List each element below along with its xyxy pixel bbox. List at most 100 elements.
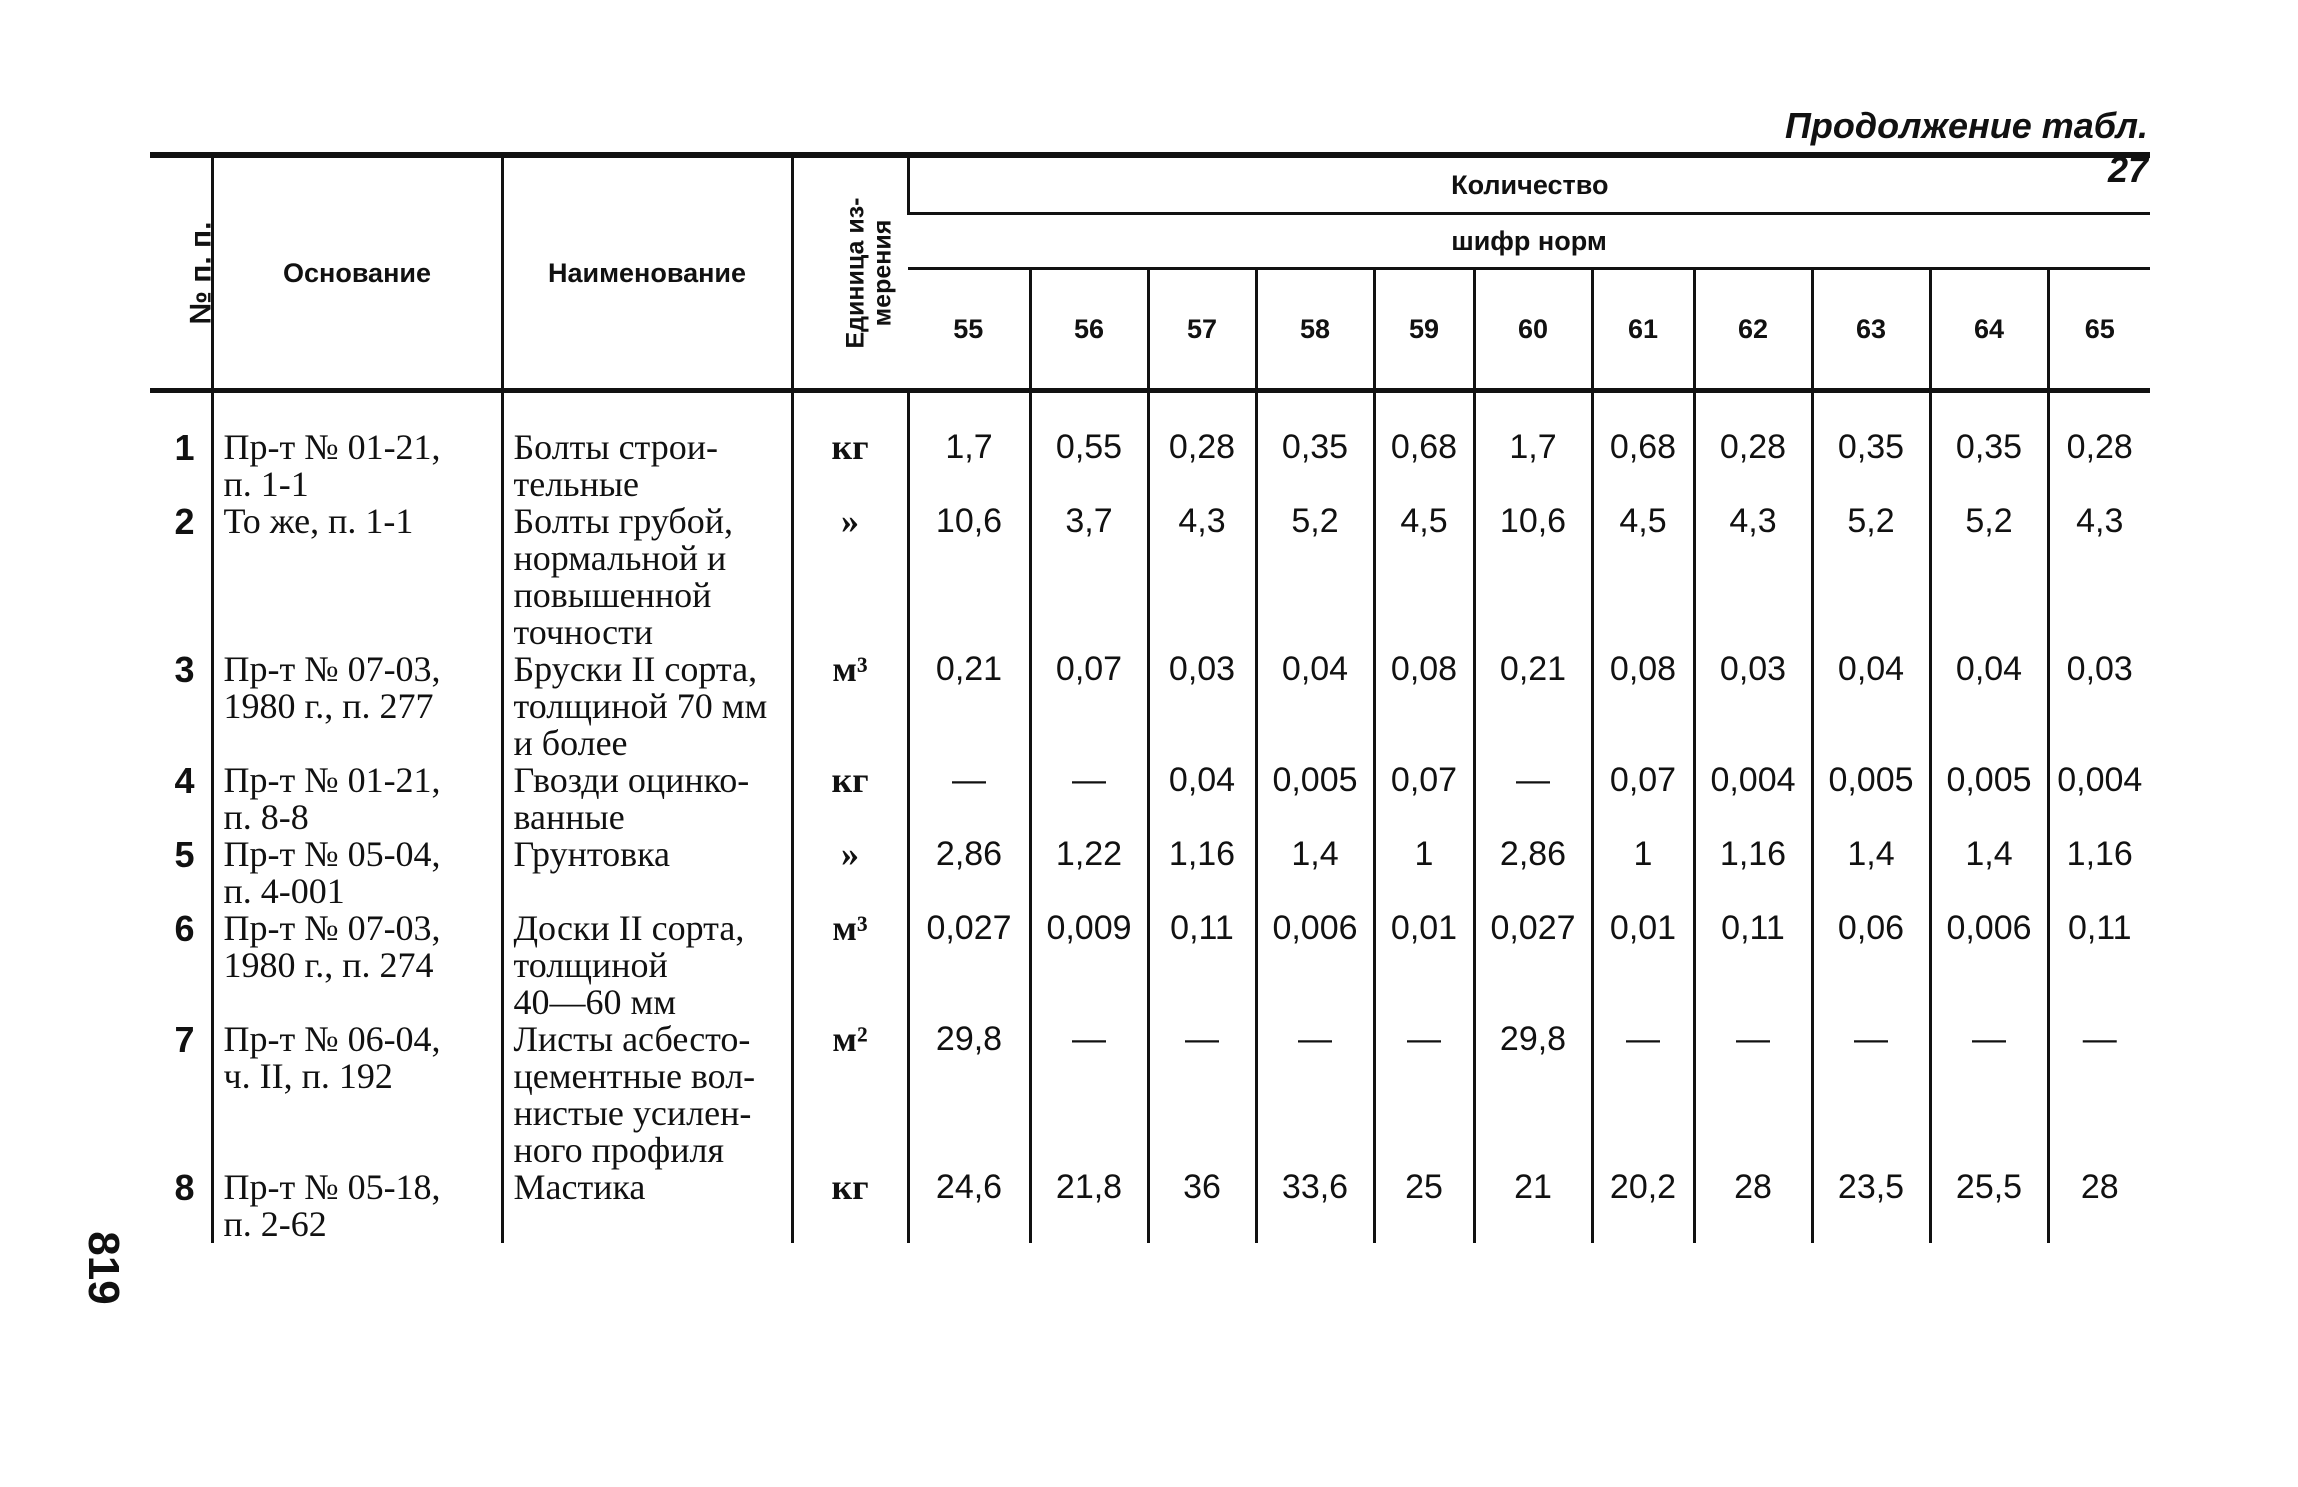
quantity-cell: — [1692, 1021, 1812, 1169]
quantity-cell: 0,009 [1028, 910, 1148, 1021]
table-row: 4 Пр-т № 01-21, п. 8-8 Гвозди оцинко- ванн… [150, 762, 2151, 836]
quantity-cell: 0,03 [1146, 651, 1256, 762]
basis-cell: Пр-т № 06-04, ч. II, п. 192 [210, 1021, 502, 1169]
quantity-cell: 0,07 [1590, 762, 1694, 836]
quantity-cell: — [906, 762, 1030, 836]
header-code: 55 [908, 268, 1030, 393]
quantity-cell: 0,005 [1810, 762, 1930, 836]
quantity-cell: 0,027 [906, 910, 1030, 1021]
name-cell: Болты грубой, нормальной и повышенной то… [500, 503, 792, 651]
header-basis-label: Основание [283, 257, 431, 288]
quantity-cell: 0,06 [1810, 910, 1930, 1021]
unit-cell: м³ [790, 651, 908, 762]
quantity-cell: 4,3 [1146, 503, 1256, 651]
quantity-cell: 1 [1372, 836, 1474, 910]
unit-cell: м² [790, 1021, 908, 1169]
quantity-cell: 24,6 [906, 1169, 1030, 1243]
header-code: 63 [1810, 268, 1930, 393]
unit-cell: кг [790, 390, 908, 503]
row-number-cell: 2 [174, 501, 195, 542]
quantity-cell: 25,5 [1928, 1169, 2048, 1243]
basis-cell: Пр-т № 01-21, п. 1-1 [210, 390, 502, 503]
header-unit-label: Единица из- мерения [841, 196, 897, 349]
quantity-cell: 0,006 [1928, 910, 2048, 1021]
quantity-cell: 0,005 [1928, 762, 2048, 836]
basis-cell: Пр-т № 07-03, 1980 г., п. 277 [210, 651, 502, 762]
quantity-cell: 0,03 [1692, 651, 1812, 762]
row-number-cell: 1 [174, 427, 195, 468]
quantity-cell: 0,04 [1928, 651, 2048, 762]
name-cell: Гвозди оцинко- ванные [500, 762, 792, 836]
quantity-cell: 0,35 [1254, 390, 1374, 503]
table-row: 5 Пр-т № 05-04, п. 4-001 Грунтовка» 2,86 1,2… [150, 834, 2151, 910]
quantity-cell: 0,01 [1372, 910, 1474, 1021]
quantity-cell: — [1254, 1021, 1374, 1169]
name-cell: Мастика [500, 1169, 792, 1243]
name-cell: Бруски II сорта, толщиной 70 мм и более [500, 651, 792, 762]
table-row: 2 То же, п. 1-1 Болты грубой, нормальной и… [150, 501, 2151, 651]
basis-cell: Пр-т № 07-03, 1980 г., п. 274 [210, 910, 502, 1021]
quantity-cell: 28 [1692, 1169, 1812, 1243]
quantity-cell: 1,4 [1928, 836, 2048, 910]
quantity-cell: 21,8 [1028, 1169, 1148, 1243]
quantity-cell: 0,35 [1810, 390, 1930, 503]
name-cell: Болты строи- тельные [500, 390, 792, 503]
quantity-cell: 1,22 [1028, 836, 1148, 910]
quantity-cell: 0,04 [1810, 651, 1930, 762]
quantity-cell: 0,07 [1372, 762, 1474, 836]
quantity-cell: 0,08 [1590, 651, 1694, 762]
basis-cell: Пр-т № 01-21, п. 8-8 [210, 762, 502, 836]
quantity-cell: 0,08 [1372, 651, 1474, 762]
quantity-cell: 4,3 [1692, 503, 1812, 651]
quantity-cell: 1 [1590, 836, 1694, 910]
quantity-cell: 10,6 [906, 503, 1030, 651]
header-row-quantity: № п. п. Основание Наименование Единица и… [150, 155, 2151, 393]
materials-table: № п. п. Основание Наименование Единица и… [150, 152, 2151, 1243]
quantity-cell: 0,35 [1928, 390, 2048, 503]
row-number-cell: 7 [174, 1019, 195, 1060]
basis-cell: Пр-т № 05-18, п. 2-62 [210, 1169, 502, 1243]
header-row-norm-code: шифр норм [150, 213, 2151, 270]
table-row: 7 Пр-т № 06-04, ч. II, п. 192 Листы асбест… [150, 1019, 2151, 1169]
quantity-cell: — [2046, 1021, 2151, 1169]
table-row: 3 Пр-т № 07-03, 1980 г., п. 277 Бруски II … [150, 649, 2151, 762]
quantity-cell: — [1028, 762, 1148, 836]
quantity-cell: 0,28 [1692, 390, 1812, 503]
quantity-cell: 1,16 [1146, 836, 1256, 910]
quantity-cell: 4,5 [1590, 503, 1694, 651]
header-name: Наименование [500, 155, 792, 393]
quantity-cell: 3,7 [1028, 503, 1148, 651]
quantity-cell: 4,3 [2046, 503, 2151, 651]
quantity-cell: 23,5 [1810, 1169, 1930, 1243]
quantity-cell: 0,11 [2046, 910, 2151, 1021]
unit-cell: » [790, 503, 908, 651]
quantity-cell: 25 [1372, 1169, 1474, 1243]
quantity-cell: 33,6 [1254, 1169, 1374, 1243]
quantity-cell: 4,5 [1372, 503, 1474, 651]
header-code: 65 [2046, 268, 2151, 393]
row-number-cell: 5 [174, 834, 195, 875]
basis-cell: Пр-т № 05-04, п. 4-001 [210, 836, 502, 910]
header-number-label: № п. п. [184, 221, 218, 325]
quantity-cell: — [1928, 1021, 2048, 1169]
quantity-cell: 0,68 [1372, 390, 1474, 503]
quantity-cell: 21 [1472, 1169, 1592, 1243]
quantity-cell: 1,7 [906, 390, 1030, 503]
header-norm-code-label: шифр норм [1451, 225, 1607, 256]
quantity-cell: 36 [1146, 1169, 1256, 1243]
quantity-cell: 0,04 [1254, 651, 1374, 762]
header-code: 60 [1472, 268, 1592, 393]
row-number-cell: 3 [174, 649, 195, 690]
unit-cell: кг [790, 1169, 908, 1243]
unit-cell: кг [790, 762, 908, 836]
header-basis: Основание [210, 155, 502, 393]
quantity-cell: 0,21 [906, 651, 1030, 762]
quantity-cell: — [1590, 1021, 1694, 1169]
quantity-cell: 0,027 [1472, 910, 1592, 1021]
quantity-cell: 2,86 [1472, 836, 1592, 910]
quantity-cell: 0,006 [1254, 910, 1374, 1021]
quantity-cell: 0,11 [1692, 910, 1812, 1021]
basis-cell: То же, п. 1-1 [210, 503, 502, 651]
header-code: 61 [1590, 268, 1694, 393]
unit-cell: » [790, 836, 908, 910]
